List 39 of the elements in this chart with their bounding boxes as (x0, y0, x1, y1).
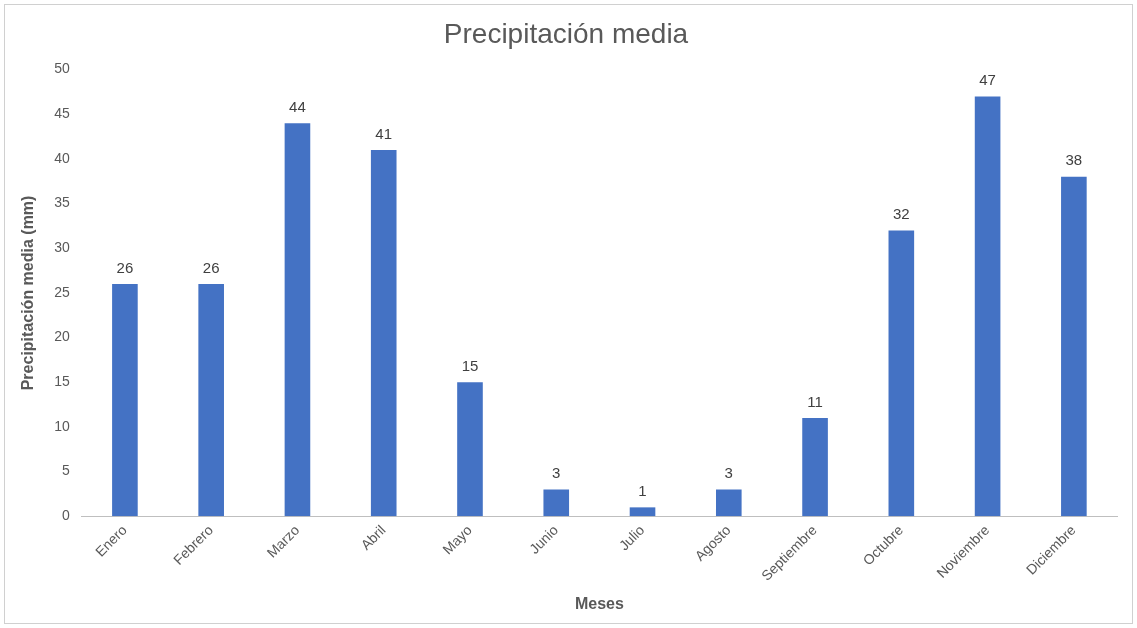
bar (198, 284, 224, 517)
y-tick-label: 50 (54, 60, 70, 77)
data-label: 32 (892, 205, 910, 223)
y-tick-label: 15 (54, 373, 70, 390)
y-axis-title: Precipitación media (mm) (19, 195, 37, 391)
data-label: 41 (375, 124, 393, 142)
y-tick-label: 5 (61, 462, 70, 479)
data-label: 3 (724, 464, 733, 482)
bar (1061, 176, 1087, 517)
data-label: 26 (202, 258, 220, 276)
bar (974, 96, 1001, 517)
bar (543, 489, 570, 517)
y-tick-label: 0 (61, 507, 70, 524)
data-label: 26 (116, 258, 134, 276)
data-label: 47 (979, 71, 996, 89)
bar (112, 284, 138, 517)
data-label: 11 (807, 392, 823, 410)
data-label: 44 (289, 97, 306, 115)
x-axis-title: Meses (574, 594, 624, 612)
y-tick-label: 25 (54, 283, 70, 300)
data-label: 38 (1065, 151, 1083, 169)
y-tick-label: 40 (54, 149, 70, 166)
data-label: 15 (461, 356, 479, 374)
bar (715, 489, 742, 517)
bar (457, 382, 483, 517)
x-tick-label: Julio (615, 521, 648, 554)
chart-title: Precipitación media (443, 17, 689, 49)
bar (802, 418, 828, 517)
y-tick-label: 10 (54, 417, 70, 434)
y-tick-label: 20 (54, 328, 70, 345)
bar (629, 507, 656, 517)
y-tick-label: 35 (54, 194, 70, 211)
y-tick-label: 30 (54, 239, 70, 256)
bar (888, 230, 915, 517)
bar (370, 150, 397, 517)
data-label: 3 (552, 464, 561, 482)
bar (284, 123, 311, 517)
y-tick-label: 45 (54, 105, 70, 122)
data-label: 1 (638, 482, 647, 499)
